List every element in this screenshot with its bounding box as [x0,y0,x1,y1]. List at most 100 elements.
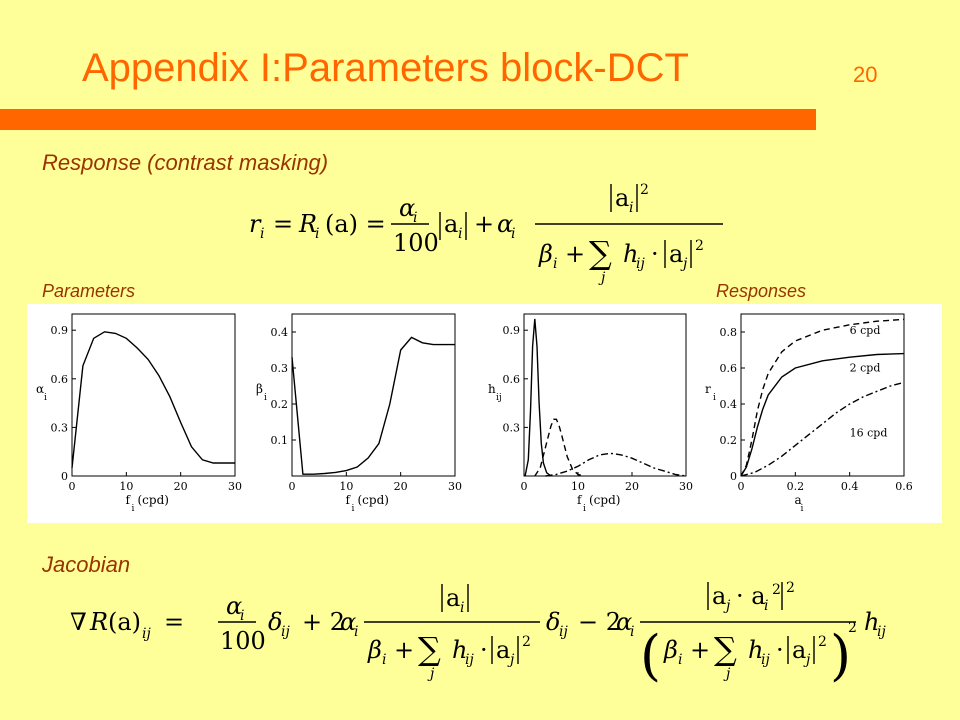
svg-text:i: i [240,608,244,624]
series-line-4-1 [740,318,905,477]
svg-text:i: i [382,652,386,668]
x-axis-label-sub: i [583,504,586,514]
svg-text:α: α [399,194,415,222]
svg-text:β: β [538,240,553,268]
svg-text:2: 2 [522,634,531,650]
svg-text:β: β [367,636,382,664]
y-tick-label: 0 [730,470,737,483]
svg-text:i: i [460,600,464,616]
svg-text:100: 100 [220,627,266,655]
plot-frame-2 [291,313,456,477]
svg-text:i: i [511,226,515,242]
svg-text:ij: ij [142,626,151,642]
x-tick-label: 0 [738,480,745,493]
svg-text:i: i [630,624,634,640]
x-axis-label-sub: i [352,504,355,514]
x-tick-label: 30 [448,480,462,493]
x-tick-label: 0 [69,480,76,493]
x-tick-label: 0 [289,480,296,493]
x-tick-label: 0.6 [895,480,913,493]
x-tick-label: 20 [625,480,639,493]
svg-text:=: = [164,608,184,636]
x-axis-label: f [346,493,352,507]
svg-text:2: 2 [786,580,795,596]
svg-text:i: i [413,210,417,226]
svg-text:β: β [663,636,678,664]
svg-text:a: a [712,582,726,610]
series-line-3-1 [524,318,552,477]
y-tick-label: 0.9 [51,324,69,337]
svg-text:i: i [678,652,682,668]
y-axis-label-sub: ij [496,393,502,403]
series-line-4-2 [740,352,905,477]
svg-text:i: i [315,226,319,242]
y-axis-label: h [488,382,496,396]
response-section-label: Response (contrast masking) [42,150,329,175]
x-axis-label-unit: (cpd) [138,493,169,507]
svg-text:+ 2: + 2 [302,608,345,636]
svg-text:α: α [616,608,632,636]
svg-text:a: a [615,184,629,212]
plots-panel: 0 10 20 30 0 0.3 0.6 0.9 α i f i (cpd) 0 10 20 30 0.1 0.2… [27,304,942,523]
x-axis-label-sub: i [132,504,135,514]
series-line-3-3 [545,452,687,477]
svg-text:ij: ij [559,624,568,640]
svg-text:a: a [496,636,510,664]
svg-text:α: α [340,608,356,636]
series-label: 6 cpd [850,324,881,337]
x-axis-label: f [126,493,132,507]
x-tick-label: 20 [174,480,188,493]
svg-text:R: R [298,210,317,238]
x-tick-label: 0.2 [787,480,805,493]
y-tick-label: 0.4 [720,398,738,411]
svg-text:h: h [452,636,467,664]
y-axis-label: α [36,382,44,396]
x-axis-label-sub: i [801,504,804,514]
svg-text:2: 2 [695,238,704,254]
title-underline-bar [0,109,816,130]
x-axis-label: f [577,493,583,507]
svg-text:· a: · a [736,582,766,610]
x-tick-label: 0.4 [841,480,859,493]
svg-text:j: j [723,666,731,682]
svg-text:+: + [474,210,494,238]
x-axis-label-unit: (cpd) [589,493,620,507]
jacobian-section-label: Jacobian [42,552,131,577]
series-line-2-1 [291,336,455,475]
y-tick-label: 0 [61,470,68,483]
svg-text:ij: ij [636,256,645,272]
y-axis-label-sub: i [44,393,47,403]
svg-text:ij: ij [761,652,770,668]
y-tick-label: 0.2 [271,398,289,411]
svg-text:α: α [497,210,513,238]
svg-text:i: i [629,200,633,216]
svg-text:2: 2 [772,582,781,598]
y-tick-label: 0.4 [271,326,289,339]
svg-text:r: r [249,210,262,238]
svg-text:+: + [690,636,710,664]
responses-label: Responses [716,281,807,301]
y-tick-label: 0.3 [503,421,521,434]
y-axis-label: β [256,382,263,396]
svg-text:i: i [458,226,462,242]
series-line-1-1 [71,331,235,468]
x-tick-label: 30 [228,480,242,493]
svg-text:∇: ∇ [70,608,87,636]
svg-text:i: i [260,226,264,242]
svg-text:ij: ij [465,652,474,668]
series-line-4-3 [740,381,905,477]
svg-text:·: · [651,240,659,268]
x-tick-label: 10 [119,480,133,493]
svg-text:2: 2 [640,182,649,198]
svg-text:j: j [427,666,435,682]
y-tick-label: 0.6 [503,373,521,386]
svg-text:+: + [565,240,585,268]
svg-text:∑: ∑ [589,234,612,272]
svg-text:·: · [480,636,488,664]
x-tick-label: 10 [339,480,353,493]
svg-text:a: a [444,210,458,238]
svg-text:δ: δ [546,608,560,636]
x-tick-label: 10 [571,480,585,493]
